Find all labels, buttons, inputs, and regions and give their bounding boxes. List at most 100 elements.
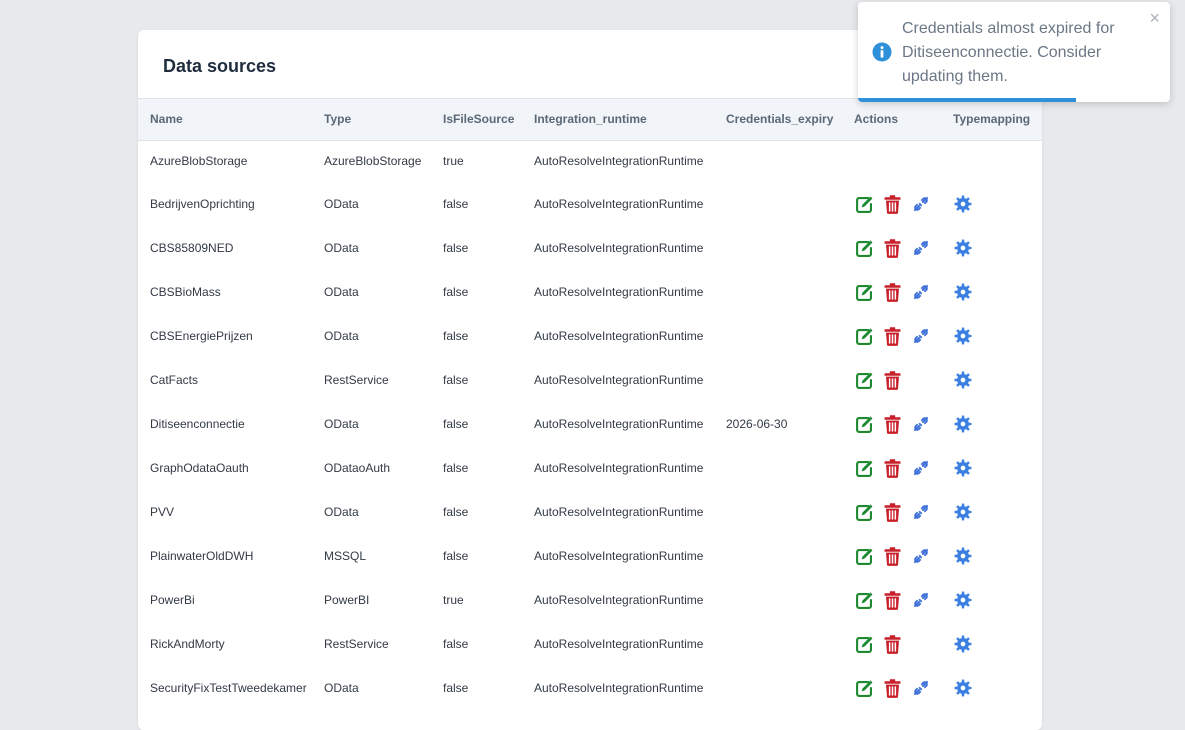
table-row: GraphOdataOauth ODataoAuth false AutoResolv… [138,446,1042,490]
delete-button[interactable] [882,282,902,302]
gear-icon [954,415,972,433]
trash-icon [884,238,900,258]
edit-button[interactable] [854,590,874,610]
credentials-button[interactable] [911,238,931,258]
edit-icon [855,196,872,213]
typemapping-button[interactable] [953,502,973,522]
typemapping-button[interactable] [953,326,973,346]
key-link-icon [914,285,928,299]
table-header: Name Type IsFileSource Integration_runti… [138,98,1042,141]
delete-button[interactable] [882,194,902,214]
edit-button[interactable] [854,282,874,302]
column-header-integration-runtime[interactable]: Integration_runtime [534,112,647,126]
delete-button[interactable] [882,326,902,346]
credentials-button[interactable] [911,326,931,346]
cell-type: OData [324,241,359,255]
gear-icon [954,547,972,565]
cell-isfilesource: false [443,241,469,255]
edit-button[interactable] [854,458,874,478]
cell-type: OData [324,505,359,519]
cell-isfilesource: true [443,154,464,168]
credentials-button[interactable] [911,414,931,434]
typemapping-button[interactable] [953,590,973,610]
edit-icon [855,416,872,433]
cell-integration-runtime: AutoResolveIntegrationRuntime [534,549,704,563]
typemapping-button[interactable] [953,458,973,478]
column-header-name[interactable]: Name [150,112,183,126]
cell-credentials-expiry: 2026-06-30 [726,417,788,431]
cell-type: RestService [324,373,389,387]
credentials-button[interactable] [911,194,931,214]
delete-button[interactable] [882,458,902,478]
typemapping-button[interactable] [953,238,973,258]
gear-icon [954,591,972,609]
typemapping-button[interactable] [953,370,973,390]
edit-button[interactable] [854,370,874,390]
cell-type: AzureBlobStorage [324,154,422,168]
gear-icon [954,283,972,301]
delete-button[interactable] [882,634,902,654]
edit-button[interactable] [854,678,874,698]
cell-name: PVV [150,505,175,519]
table-body: AzureBlobStorage AzureBlobStorage true Auto… [138,140,1042,710]
credentials-button[interactable] [911,590,931,610]
key-link-icon [914,197,928,211]
edit-icon [855,328,872,345]
cell-isfilesource: false [443,417,469,431]
table-row: Ditiseenconnectie OData false AutoResolveIn… [138,402,1042,446]
delete-button[interactable] [882,502,902,522]
key-link-icon [914,593,928,607]
cell-actions [854,534,944,578]
edit-button[interactable] [854,546,874,566]
credentials-button[interactable] [911,546,931,566]
table-row: PowerBi PowerBI true AutoResolveIntegration… [138,578,1042,622]
cell-name: SecurityFixTestTweedekamer [150,681,307,695]
trash-icon [884,634,900,654]
edit-button[interactable] [854,414,874,434]
credentials-button[interactable] [911,458,931,478]
cell-typemapping [953,226,993,270]
column-header-type[interactable]: Type [324,112,352,126]
gear-icon [954,459,972,477]
delete-button[interactable] [882,414,902,434]
cell-typemapping [953,358,993,402]
typemapping-button[interactable] [953,194,973,214]
typemapping-button[interactable] [953,634,973,654]
delete-button[interactable] [882,238,902,258]
column-header-isfilesource[interactable]: IsFileSource [443,112,515,126]
credentials-button[interactable] [911,502,931,522]
edit-button[interactable] [854,194,874,214]
delete-button[interactable] [882,546,902,566]
cell-name: RickAndMorty [150,637,225,651]
cell-integration-runtime: AutoResolveIntegrationRuntime [534,285,704,299]
cell-type: RestService [324,637,389,651]
typemapping-button[interactable] [953,546,973,566]
table-row: CBSBioMass OData false AutoResolveIntegrati… [138,270,1042,314]
credentials-button[interactable] [911,678,931,698]
edit-icon [855,504,872,521]
delete-button[interactable] [882,370,902,390]
trash-icon [884,370,900,390]
typemapping-button[interactable] [953,282,973,302]
delete-button[interactable] [882,590,902,610]
column-header-credentials-expiry[interactable]: Credentials_expiry [726,112,834,126]
delete-button[interactable] [882,678,902,698]
edit-button[interactable] [854,634,874,654]
trash-icon [884,458,900,478]
cell-name: PlainwaterOldDWH [150,549,254,563]
cell-isfilesource: false [443,461,469,475]
cell-type: MSSQL [324,549,367,563]
credentials-button[interactable] [911,282,931,302]
table-row: BedrijvenOprichting OData false AutoResolve… [138,182,1042,226]
edit-button[interactable] [854,502,874,522]
cell-name: CatFacts [150,373,199,387]
cell-typemapping [953,402,993,446]
cell-isfilesource: false [443,681,469,695]
typemapping-button[interactable] [953,414,973,434]
trash-icon [884,414,900,434]
typemapping-button[interactable] [953,678,973,698]
edit-button[interactable] [854,238,874,258]
table-row: SecurityFixTestTweedekamer OData false Auto… [138,666,1042,710]
toast-close-icon[interactable]: × [1149,8,1160,28]
edit-button[interactable] [854,326,874,346]
